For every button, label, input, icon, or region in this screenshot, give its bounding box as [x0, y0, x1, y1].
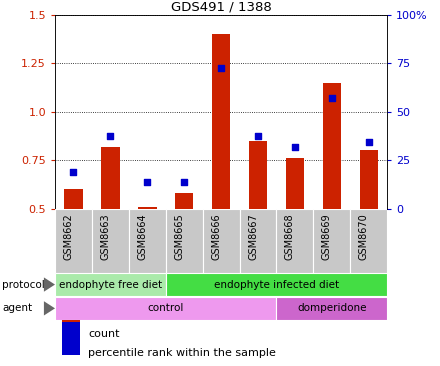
Text: agent: agent — [2, 303, 32, 313]
Text: GSM8662: GSM8662 — [63, 214, 73, 261]
Point — [254, 133, 261, 139]
Text: GSM8668: GSM8668 — [285, 214, 295, 260]
Text: GSM8666: GSM8666 — [211, 214, 221, 260]
Text: GSM8667: GSM8667 — [248, 214, 258, 261]
Bar — [55, 209, 92, 273]
Point — [365, 139, 372, 145]
Text: GSM8663: GSM8663 — [100, 214, 110, 260]
Text: protocol: protocol — [2, 280, 45, 290]
Point — [144, 179, 151, 185]
Polygon shape — [44, 301, 55, 315]
Bar — [129, 209, 166, 273]
Text: endophyte free diet: endophyte free diet — [59, 280, 162, 290]
Point — [328, 95, 335, 101]
Point — [218, 65, 225, 71]
Point — [70, 169, 77, 175]
Bar — [92, 209, 129, 273]
Bar — [203, 209, 239, 273]
Bar — [276, 297, 387, 320]
Bar — [313, 209, 350, 273]
Bar — [276, 209, 313, 273]
Bar — [62, 303, 80, 336]
Text: GSM8670: GSM8670 — [359, 214, 369, 261]
Bar — [286, 158, 304, 209]
Bar — [166, 273, 387, 296]
Polygon shape — [44, 277, 55, 292]
Bar — [239, 209, 276, 273]
Bar — [64, 189, 83, 209]
Text: control: control — [147, 303, 184, 313]
Bar — [101, 146, 120, 209]
Text: GSM8669: GSM8669 — [322, 214, 332, 260]
Point — [181, 179, 188, 185]
Text: count: count — [88, 329, 120, 339]
Bar — [359, 150, 378, 209]
Bar — [212, 34, 230, 209]
Title: GDS491 / 1388: GDS491 / 1388 — [171, 0, 271, 14]
Bar — [323, 83, 341, 209]
Bar — [138, 207, 157, 209]
Bar — [175, 193, 194, 209]
Text: endophyte infected diet: endophyte infected diet — [214, 280, 339, 290]
Bar — [55, 273, 166, 296]
Text: domperidone: domperidone — [297, 303, 367, 313]
Bar — [249, 141, 267, 209]
Bar — [55, 297, 276, 320]
Text: percentile rank within the sample: percentile rank within the sample — [88, 348, 276, 358]
Bar — [166, 209, 203, 273]
Bar — [350, 209, 387, 273]
Point — [291, 143, 298, 149]
Text: GSM8664: GSM8664 — [137, 214, 147, 260]
Bar — [62, 322, 80, 355]
Point — [107, 133, 114, 139]
Text: GSM8665: GSM8665 — [174, 214, 184, 261]
